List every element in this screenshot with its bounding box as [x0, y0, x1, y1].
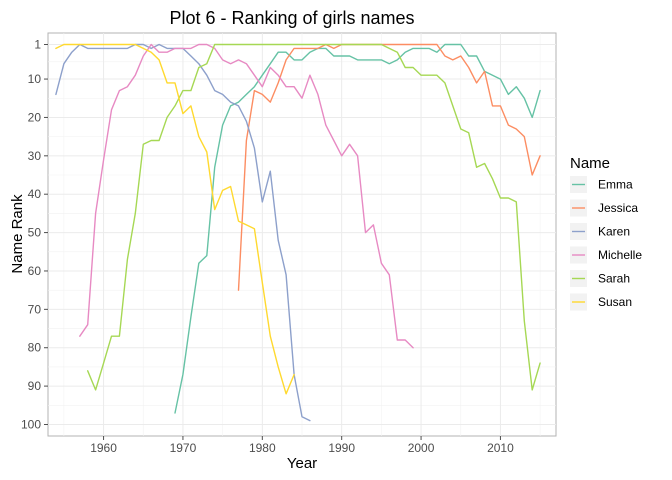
series-line-jessica: [237, 43, 541, 291]
x-tick-label: 2010: [487, 441, 514, 455]
y-tick-label: 100: [21, 417, 41, 431]
y-tick-label: 30: [28, 149, 42, 163]
series-lines: [55, 43, 541, 422]
chart-title: Plot 6 - Ranking of girls names: [169, 8, 414, 28]
x-tick-label: 1970: [170, 441, 197, 455]
y-tick-label: 40: [28, 187, 42, 201]
legend-label-emma: Emma: [598, 178, 633, 192]
x-tick-label: 1960: [90, 441, 117, 455]
legend-label-susan: Susan: [598, 295, 632, 309]
legend-title: Name: [570, 155, 610, 172]
series-line-emma: [174, 43, 541, 414]
x-tick-label: 1980: [249, 441, 276, 455]
y-tick-label: 60: [28, 264, 42, 278]
y-tick-label: 10: [28, 72, 42, 86]
series-line-susan: [55, 43, 295, 395]
x-axis-ticks: 1960 1970 1980 1990 2000 2010: [90, 436, 514, 455]
series-line-michelle: [79, 43, 414, 349]
y-axis-ticks: 1 10 20 30 40 50 60 70 80 90 100: [21, 38, 48, 431]
legend: Name Emma Jessica Karen Michelle Sarah Susan: [570, 155, 642, 311]
legend-items: Emma Jessica Karen Michelle Sarah Susan: [570, 176, 642, 311]
y-tick-label: 70: [28, 302, 42, 316]
legend-label-michelle: Michelle: [598, 248, 642, 262]
x-tick-label: 2000: [408, 441, 435, 455]
y-tick-label: 50: [28, 226, 42, 240]
y-tick-label: 80: [28, 341, 42, 355]
x-tick-label: 1990: [328, 441, 355, 455]
grid-major: [48, 33, 556, 436]
legend-label-jessica: Jessica: [598, 201, 638, 215]
legend-label-karen: Karen: [598, 225, 630, 239]
y-tick-label: 20: [28, 110, 42, 124]
x-axis-title: Year: [287, 455, 317, 472]
series-line-sarah: [86, 43, 541, 391]
legend-label-sarah: Sarah: [598, 272, 630, 286]
y-tick-label: 90: [28, 379, 42, 393]
y-tick-label: 1: [34, 38, 41, 52]
y-axis-title: Name Rank: [9, 194, 26, 274]
